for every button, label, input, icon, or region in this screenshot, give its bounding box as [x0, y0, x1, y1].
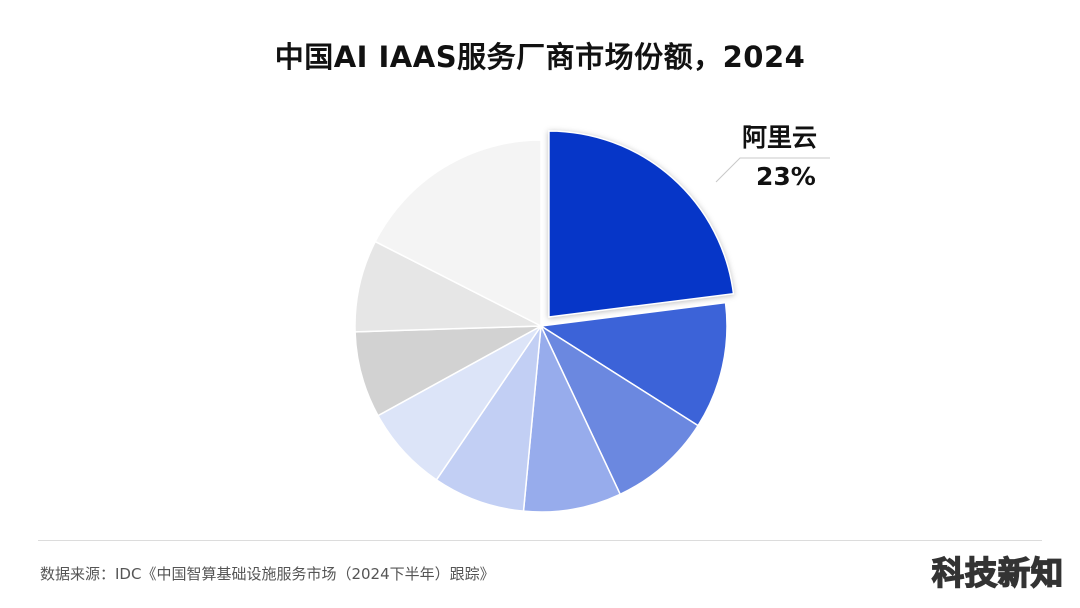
slice-label-aliyun: 阿里云 — [742, 123, 818, 152]
source-note: 数据来源：IDC《中国智算基础设施服务市场（2024下半年）跟踪》 — [40, 565, 495, 583]
pie-slice-4 — [522, 323, 622, 513]
slice-value-aliyun: 23% — [756, 162, 816, 191]
leader-line — [715, 157, 830, 183]
chart-title: 中国AI IAAS服务厂商市场份额，2024 — [274, 40, 806, 74]
pie-slice-1 — [548, 130, 735, 318]
divider — [38, 540, 1042, 541]
pie-slice-8 — [354, 240, 542, 333]
watermark: 科技新知 — [931, 553, 1064, 593]
pie-slice-9 — [374, 139, 542, 328]
pie-slice-5 — [435, 325, 542, 512]
pie-slice-2 — [538, 301, 728, 427]
pie-slice-3 — [539, 323, 700, 496]
pie-slices — [354, 130, 735, 513]
